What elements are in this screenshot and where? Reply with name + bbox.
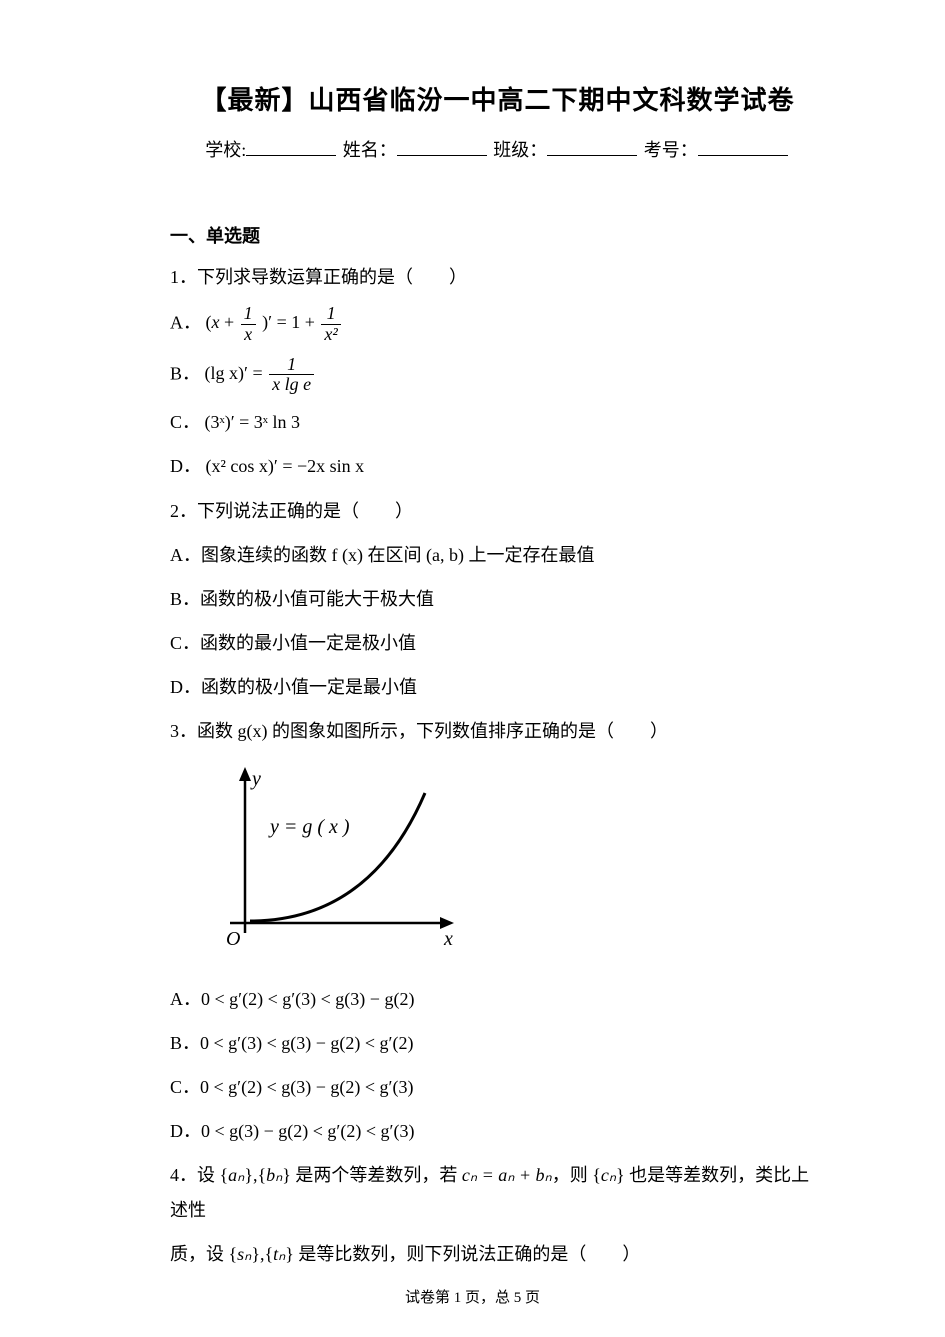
q1-option-d: D． (x² cos x)′ = −2x sin x xyxy=(170,449,825,483)
q4-l1-a: 4．设 { xyxy=(170,1165,228,1185)
q1-a-math: (x + 1x )′ = 1 + 1x² xyxy=(206,312,343,332)
q3-option-d: D．0 < g(3) − g(2) < g′(2) < g′(3) xyxy=(170,1114,825,1148)
q4-l1-d: ，则 { xyxy=(552,1165,601,1185)
q4-l2-b: },{ xyxy=(251,1244,273,1264)
section-1-heading: 一、单选题 xyxy=(170,222,825,248)
school-blank xyxy=(246,135,336,156)
q1-option-b: B． (lg x)′ = 1x lg e xyxy=(170,355,825,396)
q4-line1: 4．设 {aₙ},{bₙ} 是两个等差数列，若 cₙ = aₙ + bₙ，则 {… xyxy=(170,1158,825,1226)
q2-option-b: B．函数的极小值可能大于极大值 xyxy=(170,582,825,616)
q1-d-math: (x² cos x)′ = −2x sin x xyxy=(206,456,365,476)
q3-graph-svg: y x Oy = g ( x ) xyxy=(200,763,460,963)
page: 【最新】山西省临汾一中高二下期中文科数学试卷 学校: 姓名： 班级： 考号： 一… xyxy=(0,0,945,1337)
q1-a-frac1: 1x xyxy=(241,304,256,345)
q1-option-c: C． (3ˣ)′ = 3ˣ ln 3 xyxy=(170,405,825,439)
q3-figure: y x Oy = g ( x ) xyxy=(200,763,825,968)
exam-title: 【最新】山西省临汾一中高二下期中文科数学试卷 xyxy=(170,80,825,117)
q3-option-c: C．0 < g′(2) < g(3) − g(2) < g′(3) xyxy=(170,1070,825,1104)
svg-text:O: O xyxy=(226,928,240,950)
student-info-line: 学校: 姓名： 班级： 考号： xyxy=(170,135,825,162)
page-footer: 试卷第 1 页，总 5 页 xyxy=(0,1286,945,1307)
class-label: 班级： xyxy=(493,140,547,160)
q1-a-frac2-d: x² xyxy=(321,324,340,345)
q4-l1-c: } 是两个等差数列，若 xyxy=(282,1165,462,1185)
examno-blank xyxy=(698,135,788,156)
svg-text:y = g ( x ): y = g ( x ) xyxy=(268,816,350,838)
q4-l1-bn: bₙ xyxy=(266,1165,282,1185)
q4-l2-a: 质，设 { xyxy=(170,1244,237,1264)
q1-a-frac1-d: x xyxy=(241,324,256,345)
school-label: 学校: xyxy=(205,140,246,160)
q4-l1-cn: cₙ xyxy=(601,1165,616,1185)
q4-line2: 质，设 {sₙ},{tₙ} 是等比数列，则下列说法正确的是（ ） xyxy=(170,1237,825,1271)
name-label: 姓名： xyxy=(343,140,397,160)
q1-a-frac2-n: 1 xyxy=(321,304,340,324)
svg-text:x: x xyxy=(443,928,453,950)
name-blank xyxy=(397,135,487,156)
q1-c-math: (3ˣ)′ = 3ˣ ln 3 xyxy=(205,412,300,432)
examno-label: 考号： xyxy=(644,140,698,160)
q1-b-frac-n: 1 xyxy=(269,355,314,375)
q4-l1-an: aₙ xyxy=(228,1165,244,1185)
q2-stem: 2．下列说法正确的是（ ） xyxy=(170,494,825,528)
q4-l2-tn: tₙ xyxy=(273,1244,285,1264)
q1-d-label: D． xyxy=(170,456,201,476)
q1-option-a: A． (x + 1x )′ = 1 + 1x² xyxy=(170,304,825,345)
q1-a-label: A． xyxy=(170,312,201,332)
q1-a-frac1-n: 1 xyxy=(241,304,256,324)
svg-text:y: y xyxy=(250,768,261,790)
q2-option-a: A．图象连续的函数 f (x) 在区间 (a, b) 上一定存在最值 xyxy=(170,538,825,572)
q1-b-lhs: (lg x)′ = xyxy=(205,363,263,383)
q3-option-a: A．0 < g′(2) < g′(3) < g(3) − g(2) xyxy=(170,982,825,1016)
q1-c-label: C． xyxy=(170,412,200,432)
q1-a-x: x xyxy=(212,312,220,332)
q4-l2-sn: sₙ xyxy=(237,1244,251,1264)
q4-l1-cneq: cₙ = aₙ + bₙ xyxy=(462,1165,552,1185)
q3-stem: 3．函数 g(x) 的图象如图所示，下列数值排序正确的是（ ） xyxy=(170,714,825,748)
q1-b-frac: 1x lg e xyxy=(269,355,314,396)
q1-a-plus: + xyxy=(224,312,234,332)
q1-a-eq: )′ = 1 + xyxy=(262,312,315,332)
q2-option-d: D．函数的极小值一定是最小值 xyxy=(170,670,825,704)
q3-option-b: B．0 < g′(3) < g(3) − g(2) < g′(2) xyxy=(170,1026,825,1060)
q1-b-math: (lg x)′ = 1x lg e xyxy=(205,363,317,383)
q1-a-frac2: 1x² xyxy=(321,304,340,345)
q1-b-frac-d: x lg e xyxy=(269,374,314,395)
class-blank xyxy=(547,135,637,156)
q4-l2-c: } 是等比数列，则下列说法正确的是（ ） xyxy=(285,1244,640,1264)
q1-b-label: B． xyxy=(170,363,200,383)
q2-option-c: C．函数的最小值一定是极小值 xyxy=(170,626,825,660)
q1-stem: 1．下列求导数运算正确的是（ ） xyxy=(170,260,825,294)
q4-l1-b: },{ xyxy=(244,1165,266,1185)
